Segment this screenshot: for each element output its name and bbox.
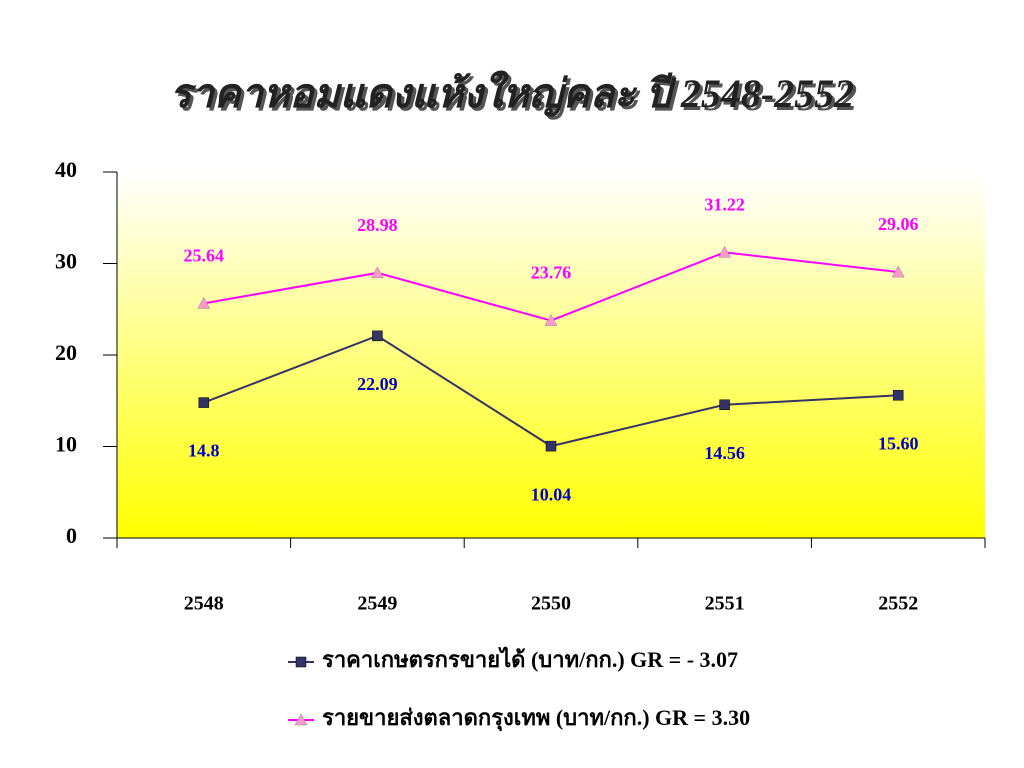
data-point [891,265,905,278]
data-label: 10.04 [531,484,572,504]
data-label: 28.98 [357,215,398,235]
y-tick-label: 40 [55,157,77,182]
data-point [198,397,210,408]
legend-label: รายขายส่งตลาดกรุงเทพ (บาท/กก.) GR = 3.30 [322,705,750,732]
data-label: 22.09 [357,374,398,394]
legend-label: ราคาเกษตรกรขายได้ (บาท/กก.) GR = - 3.07 [322,646,738,672]
data-point [197,296,211,309]
data-point [719,399,730,411]
x-tick-label: 2552 [878,593,918,615]
data-point [718,245,732,258]
data-label: 14.8 [188,441,220,461]
chart-title: ราคาหอมแดงแห้งใหญ่คละ ปี 2548-2552 [170,70,854,117]
data-label: 14.56 [704,443,745,463]
data-label: 23.76 [531,263,572,283]
data-point [544,314,558,326]
x-tick-label: 2548 [184,593,224,615]
y-tick-label: 20 [55,340,77,365]
data-point [545,440,557,452]
y-tick-label: 0 [66,523,77,548]
x-tick-label: 2551 [705,593,745,615]
x-tick-label: 2549 [357,593,397,615]
legend-marker [294,713,308,726]
data-label: 31.22 [704,194,745,214]
data-label: 29.06 [878,214,919,234]
data-label: 15.60 [878,433,919,453]
y-tick-label: 10 [55,432,77,457]
legend-marker [295,656,307,668]
chart-title-shadow: ราคาหอมแดงแห้งใหญ่คละ ปี 2548-2552 [173,73,857,120]
data-label: 25.64 [184,246,225,266]
data-point [370,266,384,279]
x-tick-label: 2550 [531,593,571,615]
y-tick-label: 30 [55,249,77,274]
plot-area [117,172,985,538]
data-point [892,390,904,401]
data-point [372,330,383,342]
